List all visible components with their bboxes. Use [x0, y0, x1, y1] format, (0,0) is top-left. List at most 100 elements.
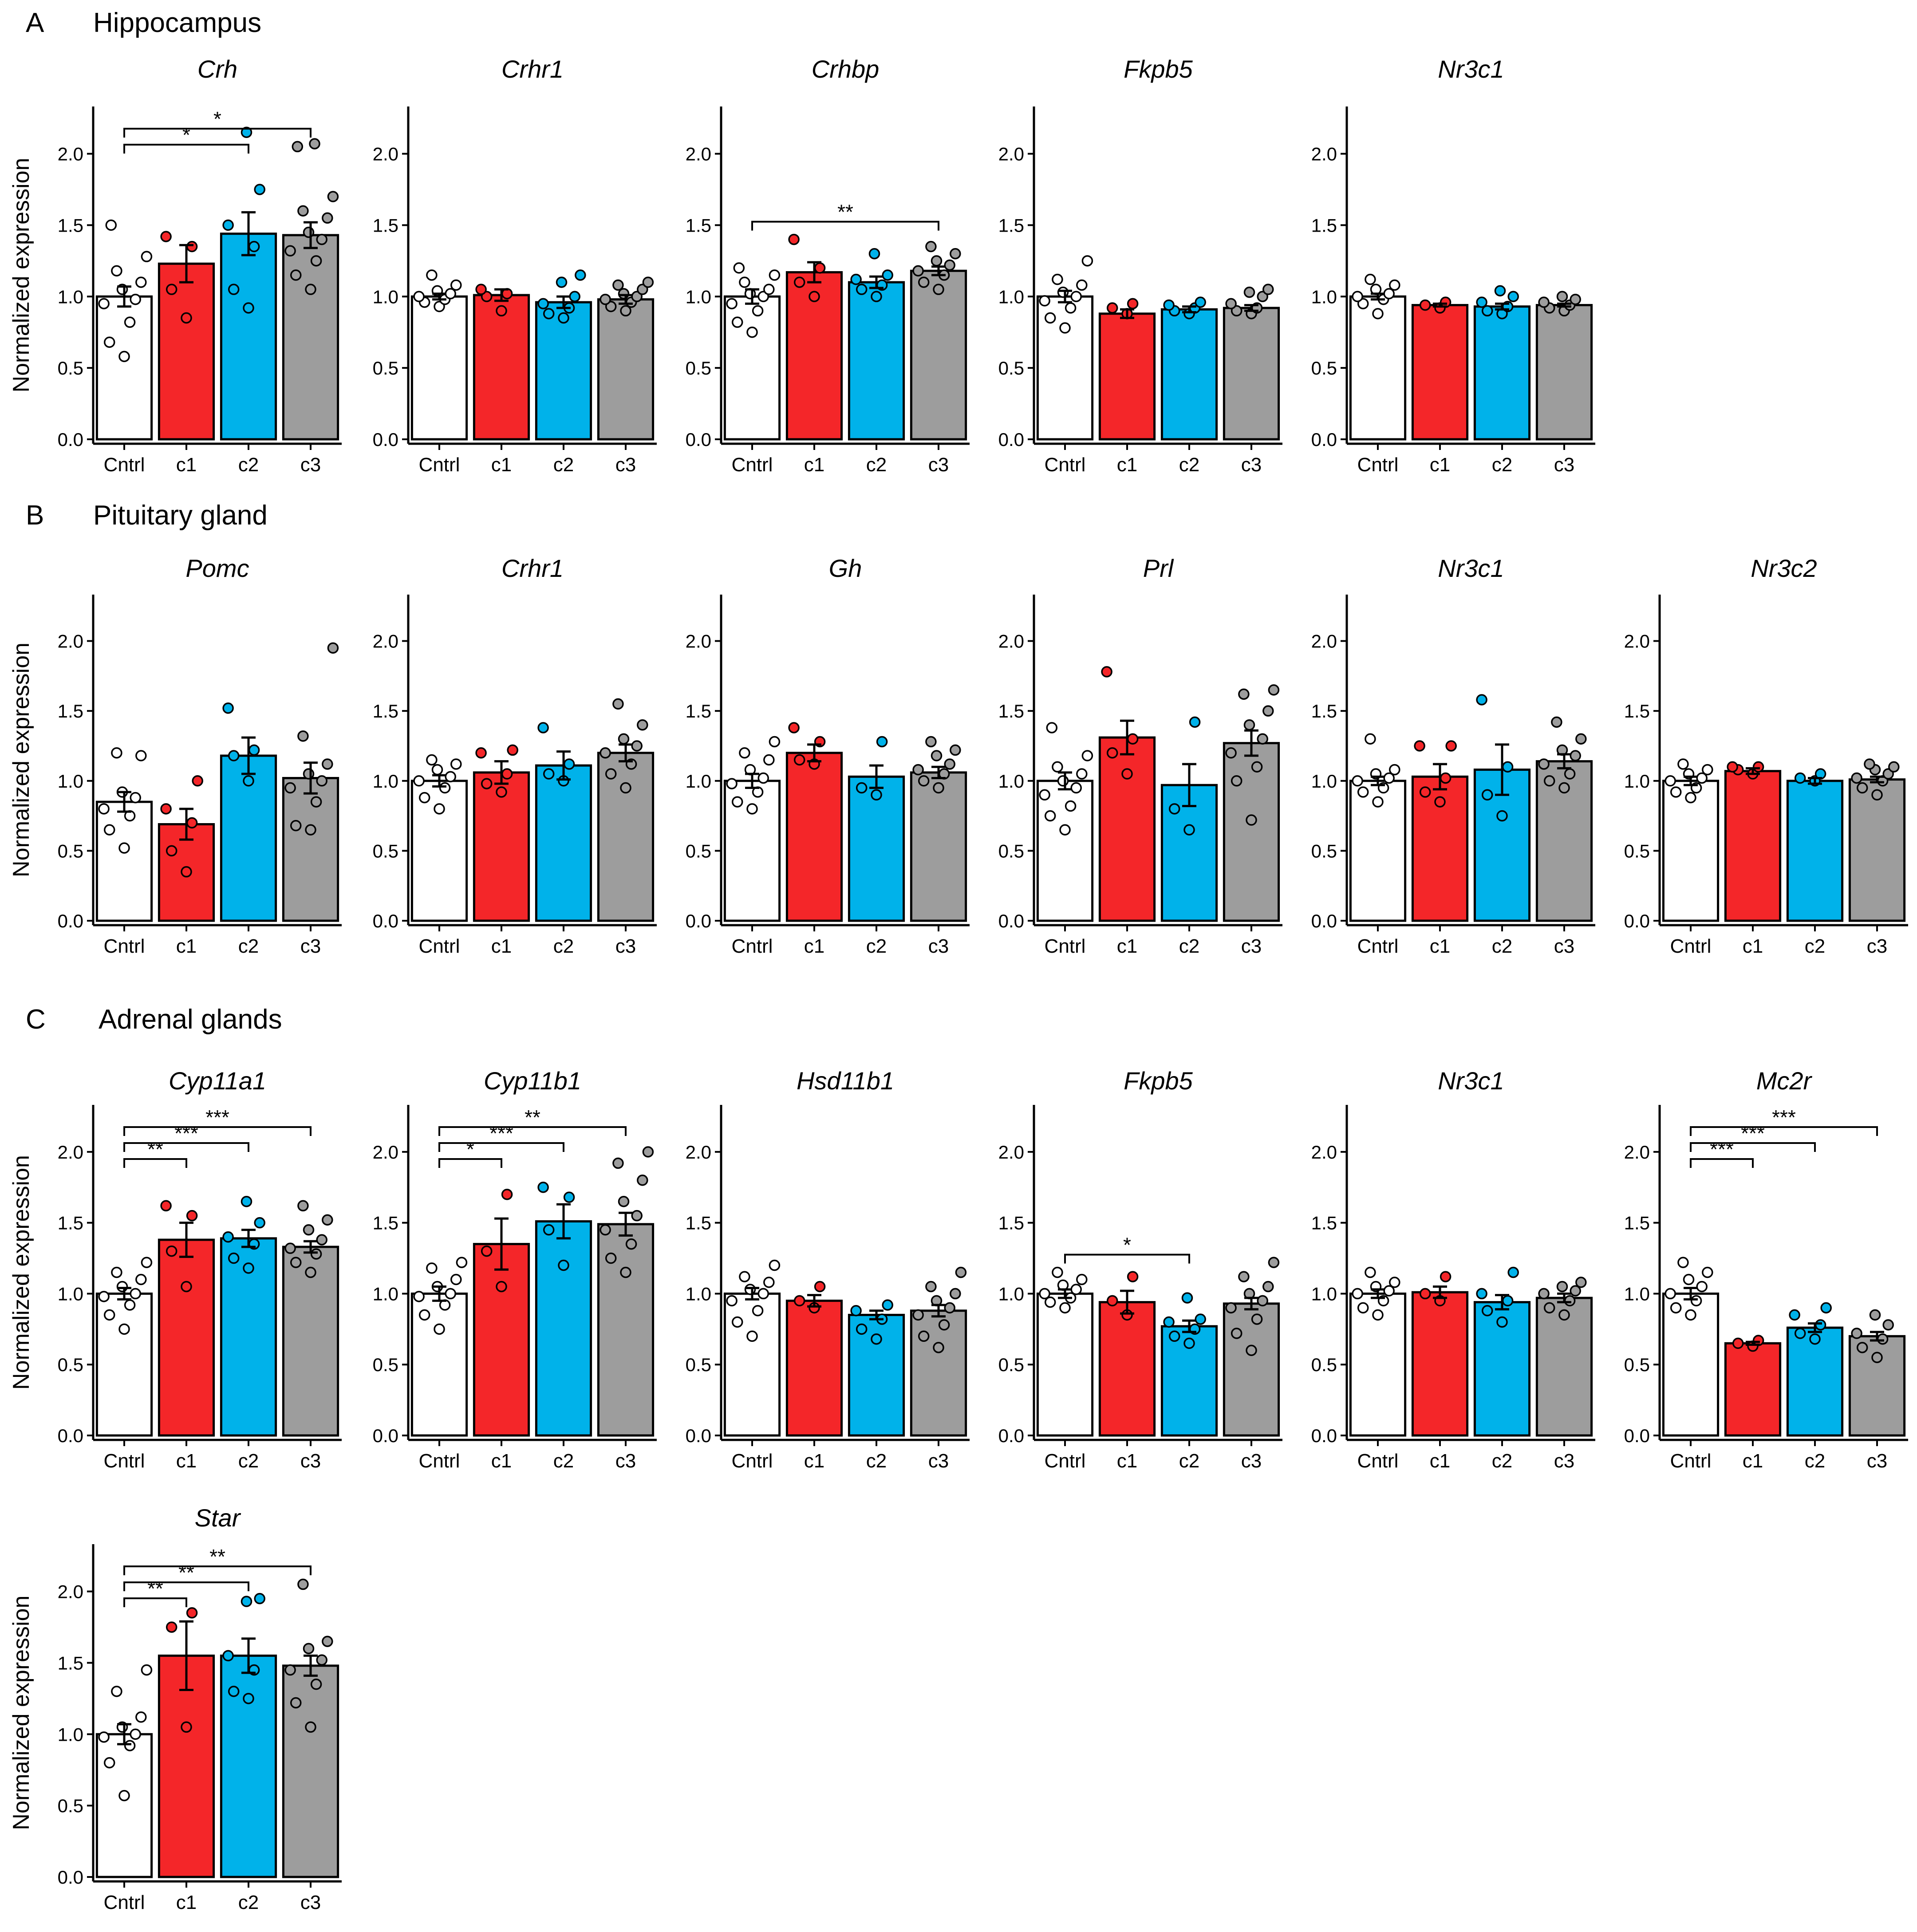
data-point	[418, 792, 430, 804]
x-tick-label: c2	[1492, 935, 1512, 957]
significance-label: ***	[489, 1122, 513, 1145]
data-point	[1864, 758, 1875, 770]
data-point	[111, 265, 122, 277]
panel-title: Crhr1	[501, 554, 564, 582]
chart-panel-mc2r: Mc2r 0.0 0.5 1.0 1.5 2.0 Cntrl c1 c2 c3 *** *** ***	[1624, 1067, 1908, 1472]
data-point	[1168, 803, 1180, 815]
bar-c3	[282, 1246, 339, 1437]
data-point	[1727, 761, 1738, 773]
data-point	[1070, 291, 1082, 303]
data-point	[248, 241, 260, 252]
panel-title: Cyp11a1	[169, 1067, 266, 1095]
bar-c3	[282, 234, 339, 441]
y-tick-label: 1.0	[58, 1283, 83, 1304]
x-tick-label: Cntrl	[419, 1450, 460, 1472]
x-tick-label: Cntrl	[1357, 1450, 1399, 1472]
chart-panel-crh: Crh 0.0 0.5 1.0 1.5 2.0 Normalized expression C…	[8, 55, 342, 476]
y-tick-label: 0.0	[58, 429, 83, 450]
significance-label: **	[837, 201, 853, 224]
data-point	[228, 284, 240, 295]
y-tick-label: 1.0	[1624, 1283, 1650, 1304]
significance-bracket	[1690, 1158, 1754, 1168]
data-point	[1039, 1288, 1050, 1300]
data-point	[130, 792, 141, 804]
data-point	[316, 775, 327, 787]
significance-bracket	[123, 1597, 187, 1607]
data-point	[1677, 1257, 1689, 1268]
data-point	[181, 312, 192, 324]
data-point	[1570, 1285, 1581, 1297]
bar-c1	[1411, 304, 1469, 441]
data-point	[1575, 1277, 1587, 1288]
data-point	[456, 1257, 468, 1268]
data-point	[1558, 1309, 1570, 1321]
section-b-letter: B	[26, 500, 44, 531]
significance-bracket	[438, 1126, 627, 1136]
data-point	[413, 291, 425, 303]
panel-title: Fkpb5	[1124, 1067, 1193, 1095]
data-point	[124, 1740, 136, 1751]
data-point	[305, 1721, 316, 1733]
data-point	[241, 1596, 252, 1607]
data-point	[305, 284, 316, 295]
data-point	[1268, 1257, 1280, 1268]
data-point	[481, 778, 493, 789]
data-point	[1352, 1288, 1363, 1300]
data-point	[222, 1231, 234, 1243]
x-tick-label: c1	[176, 1892, 197, 1913]
bar-c1	[785, 1299, 843, 1437]
data-point	[1419, 1288, 1431, 1300]
y-tick-label: 0.5	[998, 1354, 1024, 1375]
data-point	[98, 1731, 110, 1743]
y-tick-label: 1.0	[373, 286, 398, 307]
data-point	[1372, 1309, 1384, 1321]
y-tick-label: 1.0	[1311, 1283, 1337, 1304]
data-point	[912, 764, 924, 776]
data-point	[310, 1248, 322, 1260]
x-tick-label: c3	[928, 935, 949, 957]
data-point	[1352, 291, 1363, 303]
y-tick-label: 1.0	[373, 771, 398, 792]
data-point	[1856, 1342, 1868, 1353]
x-tick-label: c2	[1492, 1450, 1512, 1472]
x-tick-label: Cntrl	[104, 935, 145, 957]
data-point	[856, 782, 868, 794]
data-point	[241, 126, 252, 138]
x-tick-label: Cntrl	[732, 454, 773, 476]
bar-cntrl	[723, 1292, 781, 1437]
data-point	[413, 1291, 425, 1302]
data-point	[98, 803, 110, 815]
data-point	[850, 1305, 862, 1317]
chart-panel-fkpb5: Fkpb5 0.0 0.5 1.0 1.5 2.0 Cntrl c1 c2 c3 *	[998, 1067, 1282, 1472]
significance-label: ***	[1772, 1106, 1796, 1129]
data-point	[1039, 295, 1050, 307]
data-point	[186, 1607, 198, 1619]
data-point	[918, 775, 930, 787]
y-tick-label: 0.5	[1624, 1354, 1650, 1375]
y-tick-label: 0.0	[373, 429, 398, 450]
data-point	[1476, 1288, 1487, 1300]
data-point	[327, 191, 339, 202]
chart-panel-fkpb5: Fkpb5 0.0 0.5 1.0 1.5 2.0 Cntrl c1 c2 c3	[998, 55, 1282, 476]
section-b-title: Pituitary gland	[93, 500, 268, 531]
significance-bracket	[1064, 1254, 1190, 1264]
panel-title: Crh	[197, 55, 237, 83]
data-point	[1065, 302, 1077, 314]
y-tick-label: 2.0	[58, 144, 83, 165]
data-point	[600, 747, 611, 759]
y-tick-label: 0.0	[686, 1425, 711, 1446]
bar-c3	[1223, 1302, 1280, 1437]
y-tick-label: 0.5	[373, 1354, 398, 1375]
y-tick-label: 1.0	[686, 1283, 711, 1304]
data-point	[1246, 1345, 1257, 1356]
data-point	[426, 754, 438, 766]
data-point	[925, 1281, 937, 1293]
bar-cntrl	[1662, 780, 1720, 922]
y-tick-label: 0.0	[1311, 429, 1337, 450]
data-point	[1670, 1302, 1682, 1314]
data-point	[445, 1288, 456, 1300]
data-point	[475, 747, 487, 759]
x-tick-label: c1	[176, 454, 197, 476]
data-point	[814, 262, 826, 274]
